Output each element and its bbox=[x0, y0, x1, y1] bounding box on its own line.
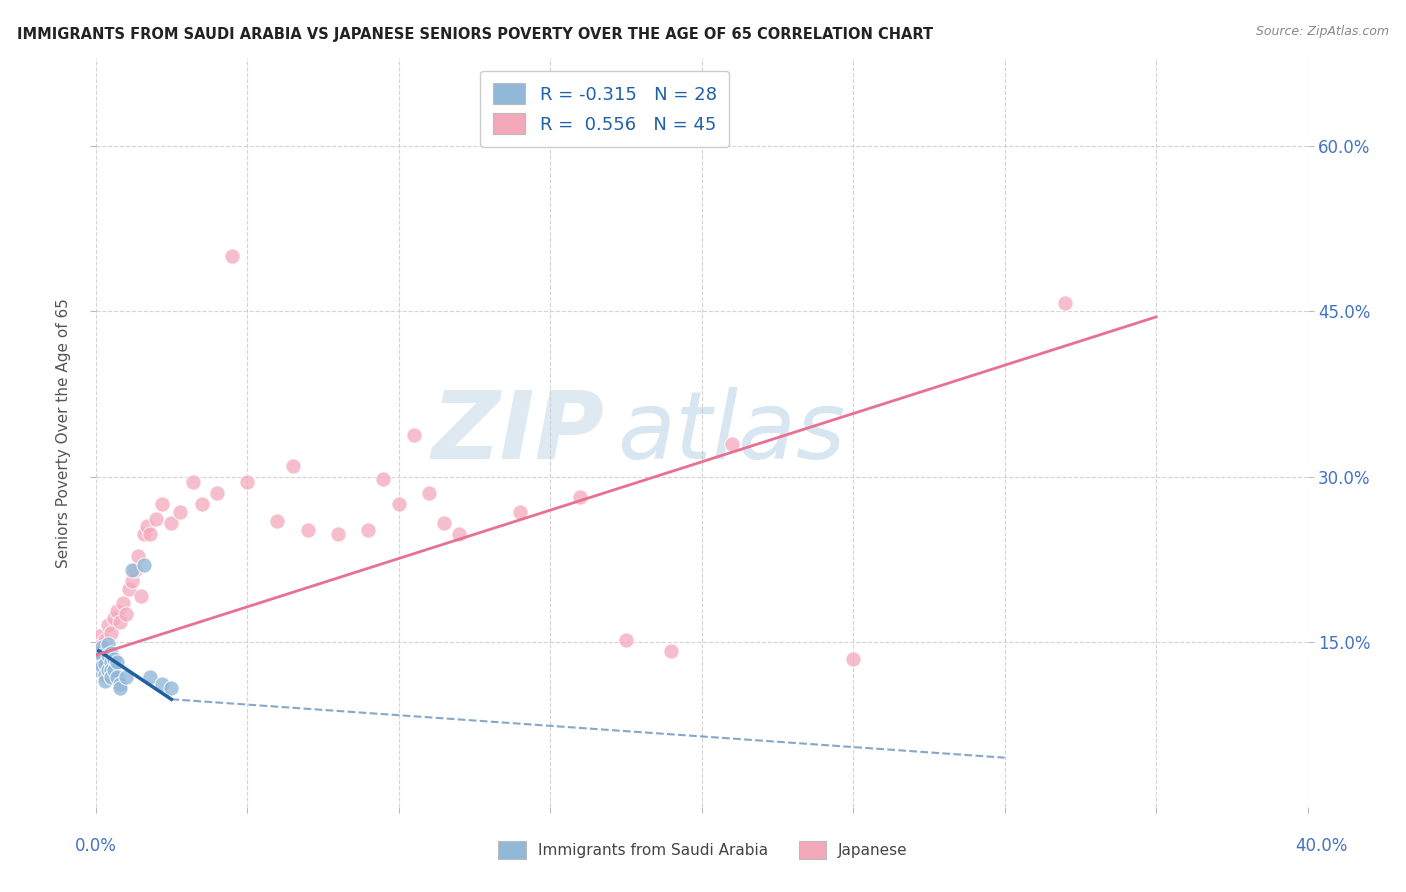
Point bbox=[181, 475, 204, 490]
Point bbox=[1054, 295, 1077, 310]
Point bbox=[105, 604, 128, 618]
Text: 40.0%: 40.0% bbox=[1295, 837, 1348, 855]
Point bbox=[100, 655, 122, 669]
Point bbox=[205, 486, 228, 500]
Point bbox=[90, 640, 112, 655]
Text: ZIP: ZIP bbox=[432, 386, 605, 479]
Point bbox=[132, 558, 155, 572]
Point bbox=[100, 646, 122, 660]
Point bbox=[108, 681, 131, 696]
Point bbox=[388, 497, 411, 511]
Text: Source: ZipAtlas.com: Source: ZipAtlas.com bbox=[1256, 25, 1389, 38]
Point bbox=[87, 630, 110, 644]
Point bbox=[139, 527, 162, 541]
Point bbox=[297, 523, 319, 537]
Point bbox=[418, 486, 440, 500]
Point bbox=[97, 648, 120, 663]
Legend: Immigrants from Saudi Arabia, Japanese: Immigrants from Saudi Arabia, Japanese bbox=[489, 832, 917, 868]
Point bbox=[433, 516, 456, 530]
Point bbox=[221, 249, 243, 263]
Point bbox=[160, 681, 183, 696]
Point bbox=[100, 663, 122, 677]
Point bbox=[124, 563, 146, 577]
Point bbox=[509, 505, 531, 519]
Point bbox=[103, 611, 125, 625]
Point bbox=[93, 668, 115, 682]
Point bbox=[87, 646, 110, 660]
Point bbox=[357, 523, 380, 537]
Legend: R = -0.315   N = 28, R =  0.556   N = 45: R = -0.315 N = 28, R = 0.556 N = 45 bbox=[479, 70, 730, 147]
Point bbox=[721, 436, 744, 450]
Point bbox=[105, 670, 128, 684]
Point bbox=[115, 607, 138, 622]
Point bbox=[108, 677, 131, 691]
Point bbox=[87, 654, 110, 668]
Point bbox=[150, 497, 173, 511]
Point bbox=[614, 632, 637, 647]
Point bbox=[139, 670, 162, 684]
Point bbox=[326, 527, 349, 541]
Y-axis label: Seniors Poverty Over the Age of 65: Seniors Poverty Over the Age of 65 bbox=[56, 298, 72, 567]
Point bbox=[121, 574, 143, 589]
Point bbox=[373, 472, 395, 486]
Point bbox=[150, 677, 173, 691]
Point bbox=[236, 475, 259, 490]
Point bbox=[115, 670, 138, 684]
Point bbox=[127, 549, 149, 563]
Point bbox=[100, 670, 122, 684]
Point bbox=[97, 618, 120, 632]
Point bbox=[402, 427, 425, 442]
Point bbox=[100, 626, 122, 640]
Point bbox=[136, 519, 159, 533]
Point bbox=[569, 490, 592, 504]
Point bbox=[281, 458, 304, 473]
Point bbox=[659, 644, 682, 658]
Point bbox=[160, 516, 183, 530]
Point bbox=[93, 673, 115, 688]
Point bbox=[93, 632, 115, 647]
Point bbox=[118, 582, 141, 596]
Point bbox=[842, 651, 865, 665]
Point bbox=[90, 659, 112, 673]
Point bbox=[111, 596, 134, 610]
Point bbox=[190, 497, 212, 511]
Point bbox=[449, 527, 471, 541]
Point bbox=[169, 505, 191, 519]
Text: IMMIGRANTS FROM SAUDI ARABIA VS JAPANESE SENIORS POVERTY OVER THE AGE OF 65 CORR: IMMIGRANTS FROM SAUDI ARABIA VS JAPANESE… bbox=[17, 27, 934, 42]
Point bbox=[90, 648, 112, 663]
Point bbox=[105, 655, 128, 669]
Point bbox=[108, 615, 131, 629]
Point bbox=[90, 637, 112, 651]
Point bbox=[145, 511, 167, 525]
Point bbox=[121, 563, 143, 577]
Point bbox=[93, 657, 115, 671]
Point bbox=[97, 663, 120, 677]
Text: 0.0%: 0.0% bbox=[75, 837, 117, 855]
Point bbox=[97, 637, 120, 651]
Point bbox=[87, 663, 110, 677]
Point bbox=[103, 651, 125, 665]
Point bbox=[132, 527, 155, 541]
Point bbox=[103, 663, 125, 677]
Point bbox=[266, 514, 288, 528]
Point bbox=[129, 589, 152, 603]
Text: atlas: atlas bbox=[617, 387, 845, 478]
